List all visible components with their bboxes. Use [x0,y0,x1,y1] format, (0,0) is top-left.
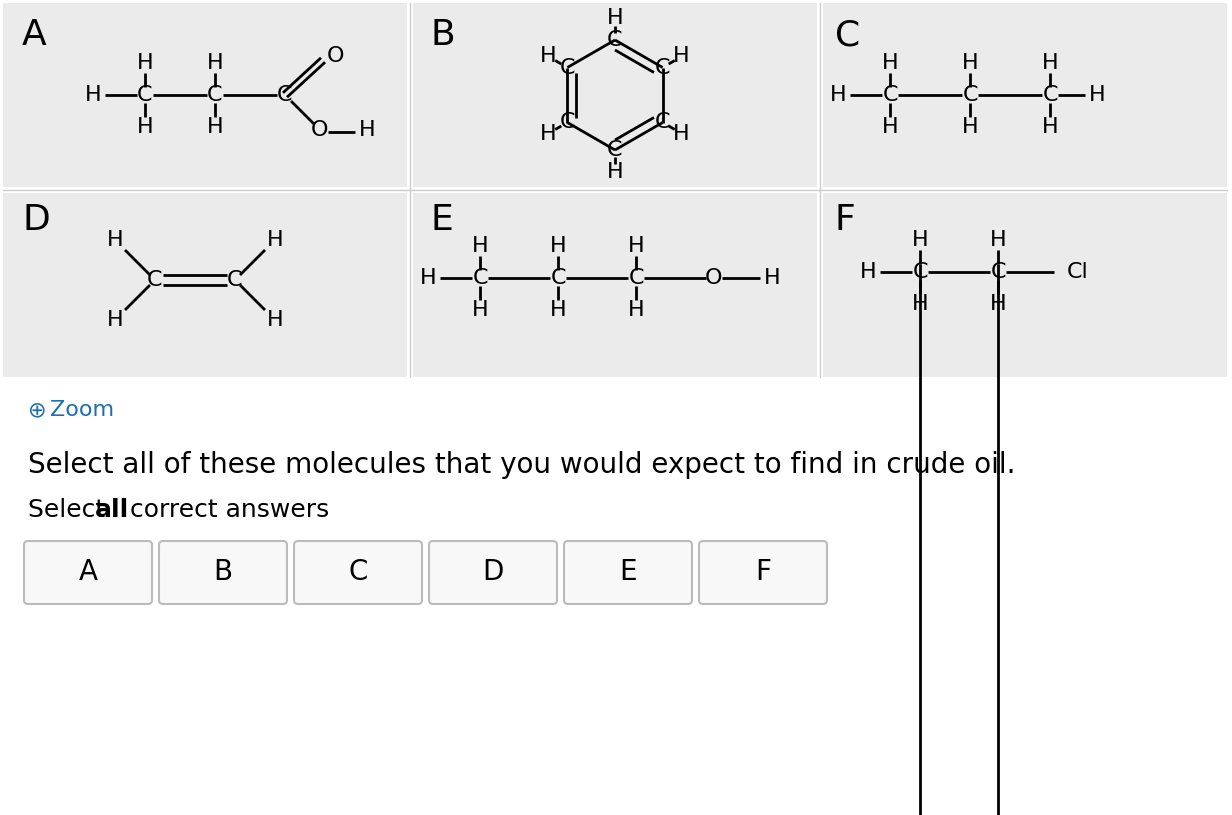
Bar [823,193,1227,377]
Text: H: H [472,236,488,256]
Text: H: H [829,85,846,105]
Text: Select: Select [28,498,113,522]
FancyBboxPatch shape [159,541,287,604]
Text: H: H [882,117,898,137]
Text: correct answers: correct answers [122,498,329,522]
Text: F: F [755,558,771,587]
Text: H: H [540,46,557,67]
Text: D: D [482,558,504,587]
Text: C: C [227,270,243,290]
Text: C: C [607,140,622,160]
Text: C: C [559,58,575,77]
Text: H: H [882,53,898,73]
Text: H: H [549,236,567,256]
Text: H: H [107,310,123,330]
Text: E: E [430,203,452,237]
Text: E: E [620,558,637,587]
FancyBboxPatch shape [699,541,827,604]
Text: C: C [628,268,644,288]
Text: H: H [85,85,101,105]
Text: C: C [655,112,670,133]
Text: O: O [312,120,329,140]
Text: A: A [22,18,47,52]
Text: D: D [22,203,49,237]
Text: C: C [559,112,575,133]
Text: H: H [420,268,436,288]
Text: C: C [835,18,860,52]
Text: F: F [835,203,856,237]
Text: H: H [606,8,623,28]
Text: C: C [551,268,565,288]
Text: H: H [989,294,1007,314]
FancyBboxPatch shape [564,541,692,604]
Text: H: H [989,230,1007,250]
Text: H: H [107,230,123,250]
Text: C: C [137,85,153,105]
Text: H: H [912,294,929,314]
Text: B: B [430,18,455,52]
FancyBboxPatch shape [429,541,557,604]
Text: C: C [962,85,978,105]
Text: C: C [882,85,898,105]
Text: O: O [705,268,723,288]
Bar [2,193,407,377]
Text: all: all [95,498,129,522]
Text: H: H [207,53,223,73]
FancyBboxPatch shape [294,541,423,604]
Bar [823,3,1227,187]
Text: C: C [991,262,1005,282]
Text: C: C [472,268,488,288]
Text: H: H [860,262,876,282]
Text: Cl: Cl [1067,262,1089,282]
Text: H: H [674,46,690,67]
Text: H: H [627,236,644,256]
Text: H: H [1089,85,1105,105]
Text: H: H [549,300,567,320]
Text: H: H [1042,117,1058,137]
Text: H: H [962,117,978,137]
Bar [413,3,817,187]
Text: H: H [359,120,376,140]
Text: C: C [207,85,223,105]
Text: H: H [912,230,929,250]
Text: O: O [326,46,344,66]
Text: C: C [655,58,670,77]
Text: H: H [962,53,978,73]
Text: Zoom: Zoom [51,400,115,420]
Text: H: H [1042,53,1058,73]
Text: H: H [137,117,153,137]
Bar [2,3,407,187]
Text: H: H [540,124,557,143]
Text: H: H [266,230,283,250]
Text: C: C [349,558,367,587]
Text: C: C [912,262,928,282]
Text: ⊕: ⊕ [28,400,47,420]
Text: C: C [607,30,622,50]
Text: C: C [148,270,163,290]
Text: A: A [79,558,97,587]
Text: H: H [472,300,488,320]
Text: H: H [266,310,283,330]
Text: C: C [277,85,293,105]
Bar [413,193,817,377]
Text: H: H [764,268,780,288]
Text: H: H [606,162,623,182]
Text: B: B [213,558,233,587]
Text: H: H [674,124,690,143]
Text: Select all of these molecules that you would expect to find in crude oil.: Select all of these molecules that you w… [28,451,1015,479]
Text: H: H [137,53,153,73]
FancyBboxPatch shape [23,541,152,604]
Text: C: C [1042,85,1058,105]
Text: H: H [207,117,223,137]
Text: H: H [627,300,644,320]
